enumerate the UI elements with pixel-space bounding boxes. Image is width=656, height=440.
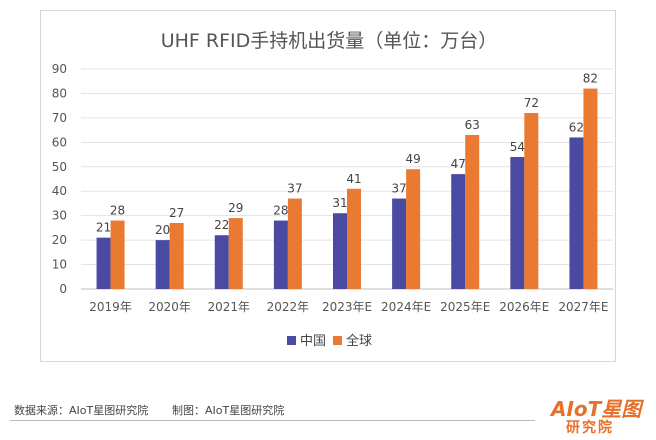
- x-tick-label: 2020年: [148, 300, 191, 314]
- y-tick-label: 90: [52, 62, 67, 76]
- data-label: 54: [510, 140, 525, 154]
- bar-global: [110, 220, 125, 289]
- x-tick-label: 2027年E: [558, 300, 608, 314]
- bar-global: [228, 218, 243, 289]
- legend-label: 中国: [300, 334, 326, 349]
- y-tick-label: 70: [52, 111, 67, 125]
- x-tick-label: 2021年: [208, 300, 251, 314]
- data-label: 37: [287, 182, 302, 196]
- data-label: 49: [405, 152, 420, 166]
- data-label: 62: [569, 120, 584, 134]
- bar-global: [406, 169, 421, 289]
- bar-global: [169, 223, 184, 289]
- x-tick-label: 2023年E: [322, 300, 372, 314]
- chart-credit-text: 制图：AIoT星图研究院: [172, 404, 285, 417]
- data-label: 22: [214, 218, 229, 232]
- data-label: 41: [346, 172, 361, 186]
- chart-title: UHF RFID手持机出货量（单位：万台）: [161, 30, 498, 52]
- y-tick-label: 40: [52, 184, 67, 198]
- y-tick-label: 80: [52, 86, 67, 100]
- y-tick-label: 20: [52, 233, 67, 247]
- bar-china: [273, 220, 288, 289]
- bar-chart: UHF RFID手持机出货量（单位：万台） 0 10 20 30 40 50 60 70 80 90…: [52, 30, 613, 349]
- bar-china: [214, 235, 229, 289]
- bar-china: [392, 198, 407, 289]
- legend-swatch: [287, 336, 296, 345]
- chart-frame: UHF RFID手持机出货量（单位：万台） 0 10 20 30 40 50 60 70 80 90…: [40, 10, 616, 362]
- bar-china: [96, 237, 111, 289]
- bar-china: [510, 157, 525, 289]
- bar-global: [583, 88, 598, 289]
- x-tick-label: 2024年E: [381, 300, 431, 314]
- x-tick-label: 2026年E: [499, 300, 549, 314]
- brand-logo-subtitle: 研究院: [566, 420, 614, 436]
- y-tick-label: 10: [52, 258, 67, 272]
- y-tick-label: 50: [52, 160, 67, 174]
- bar-china: [155, 240, 170, 289]
- data-label: 63: [465, 118, 480, 132]
- x-tick-label: 2022年: [267, 300, 310, 314]
- data-label: 82: [583, 72, 598, 86]
- data-label: 28: [110, 204, 125, 218]
- y-tick-label: 60: [52, 135, 67, 149]
- data-label: 27: [169, 206, 184, 220]
- y-tick-label: 30: [52, 209, 67, 223]
- x-tick-label: 2025年E: [440, 300, 490, 314]
- bar-china: [451, 174, 466, 289]
- data-label: 29: [228, 201, 243, 215]
- data-label: 72: [524, 96, 539, 110]
- legend-swatch: [333, 336, 342, 345]
- footer-divider: [10, 420, 535, 421]
- legend-label: 全球: [346, 333, 372, 349]
- bar-global: [524, 113, 539, 289]
- footer: 数据来源：AIoT星图研究院 制图：AIoT星图研究院: [0, 392, 656, 440]
- x-tick-label: 2019年: [89, 300, 132, 314]
- bar-global: [347, 188, 361, 289]
- brand-logo: AIoT星图 研究院: [551, 393, 651, 436]
- bar-china: [569, 137, 584, 289]
- bar-china: [333, 213, 347, 289]
- y-tick-label: 0: [59, 282, 67, 296]
- data-source-text: 数据来源：AIoT星图研究院: [14, 404, 149, 417]
- data-label: 20: [155, 223, 170, 237]
- data-label: 21: [96, 221, 111, 235]
- data-label: 47: [451, 157, 466, 171]
- data-label: 37: [391, 182, 406, 196]
- bar-global: [465, 135, 480, 289]
- bar-global: [287, 198, 302, 289]
- data-label: 31: [332, 196, 347, 210]
- brand-logo-mark: AIoT星图: [551, 397, 642, 421]
- data-label: 28: [273, 204, 288, 218]
